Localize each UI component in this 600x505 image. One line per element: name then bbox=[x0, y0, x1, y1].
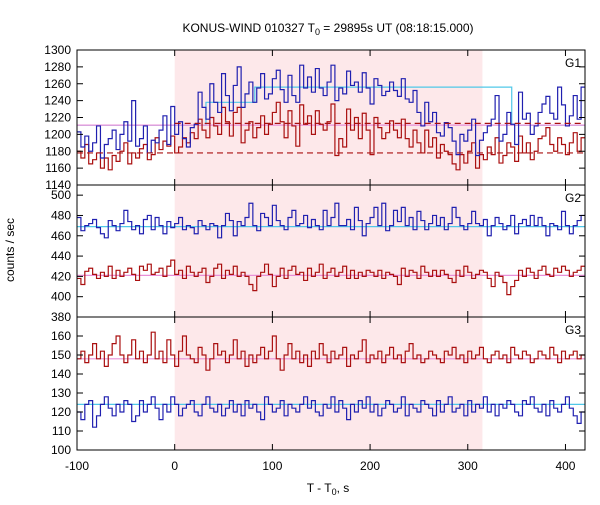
chart-title-rest: = 29895s UT (08:18:15.000) bbox=[320, 21, 474, 35]
y-axis-label: counts / sec bbox=[3, 218, 17, 282]
y-tick-label: 1220 bbox=[44, 111, 71, 125]
x-axis-label-rest: , s bbox=[337, 481, 350, 495]
chart-title-subscript: 0 bbox=[315, 27, 320, 37]
highlight-interval bbox=[174, 50, 483, 450]
y-tick-label: 160 bbox=[51, 329, 71, 343]
y-tick-label: 1280 bbox=[44, 60, 71, 74]
y-tick-label: 1240 bbox=[44, 94, 71, 108]
panel-g3: 100 110 120 130 140 150 160 G3 bbox=[51, 316, 586, 457]
y-tick-label: 380 bbox=[51, 310, 71, 324]
y-tick-label: 150 bbox=[51, 348, 71, 362]
y-tick-label: 480 bbox=[51, 208, 71, 222]
y-tick-label: 400 bbox=[51, 290, 71, 304]
x-tick-label: 200 bbox=[360, 459, 380, 473]
y-tick-label: 420 bbox=[51, 269, 71, 283]
x-tick-label: 100 bbox=[262, 459, 282, 473]
x-tick-label: 400 bbox=[555, 459, 575, 473]
series-red-line bbox=[77, 101, 585, 171]
y-tick-label: 1260 bbox=[44, 77, 71, 91]
series-blue-line bbox=[77, 64, 585, 159]
x-tick-label: 300 bbox=[458, 459, 478, 473]
panel-label: G3 bbox=[565, 323, 581, 337]
cyan-fit-line bbox=[77, 86, 585, 126]
x-tick-label: -100 bbox=[65, 459, 89, 473]
y-tick-label: 1200 bbox=[44, 127, 71, 141]
chart-title: KONUS-WIND 010327 T0 = 29895s UT (08:18:… bbox=[182, 21, 473, 37]
panel-g1: 1140 1160 1180 1200 1220 1240 1260 1280 1300 G1 bbox=[44, 43, 586, 192]
panels-group: 114011601180120012201240126012801300G138… bbox=[44, 43, 586, 473]
y-tick-label: 1300 bbox=[44, 43, 71, 57]
y-tick-label: 1180 bbox=[45, 144, 71, 158]
y-tick-label: 460 bbox=[51, 229, 71, 243]
x-axis-label: T - T0, s bbox=[307, 481, 350, 497]
series-red-line bbox=[77, 331, 585, 371]
x-axis-label-main: T - T bbox=[307, 481, 333, 495]
x-tick-label: 0 bbox=[171, 459, 178, 473]
y-tick-label: 1140 bbox=[45, 178, 71, 192]
panel-label: G1 bbox=[565, 56, 581, 70]
series-blue-line bbox=[77, 396, 585, 428]
x-axis-label-subscript: 0 bbox=[332, 487, 337, 497]
y-tick-label: 1160 bbox=[45, 161, 71, 175]
panel-label: G2 bbox=[565, 191, 581, 205]
y-tick-label: 130 bbox=[51, 386, 71, 400]
y-tick-label: 500 bbox=[51, 188, 71, 202]
y-tick-label: 440 bbox=[51, 249, 71, 263]
y-tick-label: 120 bbox=[51, 405, 71, 419]
y-tick-label: 110 bbox=[52, 424, 71, 438]
y-tick-label: 100 bbox=[51, 443, 71, 457]
series-blue-line bbox=[77, 202, 585, 239]
y-tick-label: 140 bbox=[51, 367, 71, 381]
series-red-line bbox=[77, 259, 585, 296]
chart-title-main: KONUS-WIND 010327 T bbox=[182, 21, 315, 35]
panel-frame bbox=[76, 316, 586, 451]
